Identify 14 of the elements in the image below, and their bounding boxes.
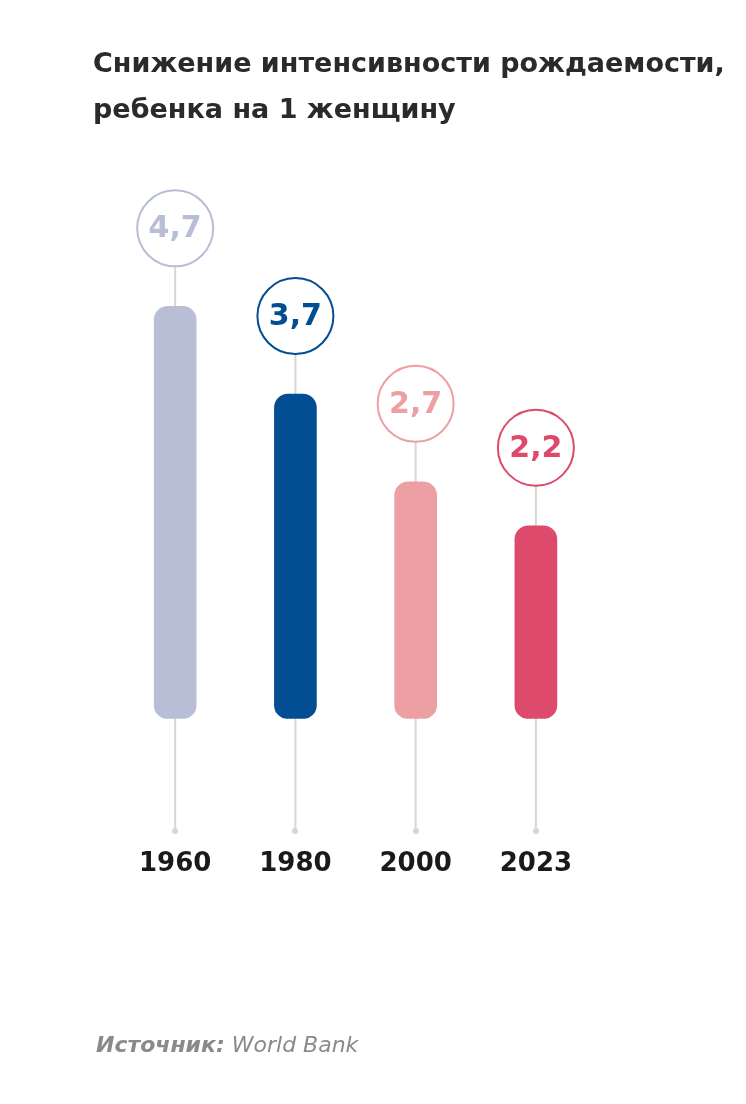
data-label: 2,2 [509,428,563,464]
x-tick-label: 1980 [259,847,332,878]
bar [153,306,197,719]
bar [394,481,437,719]
x-tick-label: 2000 [379,847,452,878]
chart-title: Снижение интенсивности рождаемости, ребенка на 1 женщину [93,46,726,126]
x-tick-label: 1960 [138,847,212,878]
data-label: 3,7 [268,296,322,332]
bar [274,393,317,719]
data-label: 4,7 [148,209,202,245]
x-tick-label: 2023 [499,847,573,878]
data-label: 2,7 [389,384,443,420]
text: Источник: World Bank [96,1032,359,1057]
bar [514,525,558,719]
